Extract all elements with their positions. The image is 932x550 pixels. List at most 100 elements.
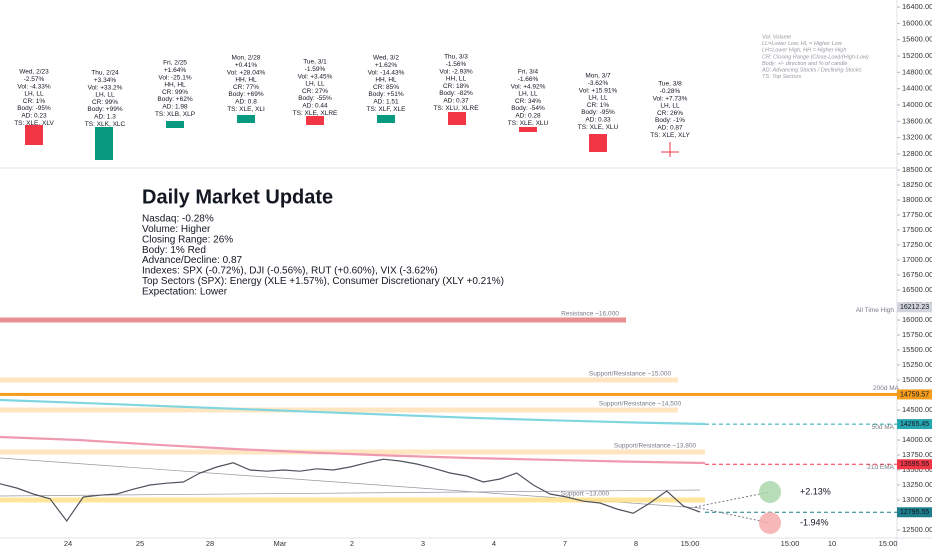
card-line: -2.57% <box>24 76 45 83</box>
candle <box>95 127 113 160</box>
card-line: -1.56% <box>446 61 467 68</box>
level-label: Support/Resistance ~14,500 <box>599 401 682 408</box>
card-line: Vol: +7.73% <box>653 95 688 102</box>
price-tag <box>897 419 932 430</box>
y-tick-label: 13000.00 <box>902 495 932 504</box>
card-line: Vol: -14.43% <box>368 69 405 76</box>
y-tick-label: 17750.00 <box>902 210 932 219</box>
price-tag <box>897 302 932 313</box>
level-label: Support ~13,000 <box>561 491 610 498</box>
summary-line: Body: 1% Red <box>142 245 206 256</box>
card-line: TS: XLE, XLY <box>650 132 690 139</box>
card-line: TS: XLE, XLRE <box>293 110 338 117</box>
price-tag <box>897 389 932 400</box>
summary-line: Top Sectors (SPX): Energy (XLE +1.57%), … <box>142 276 504 287</box>
y-tick-label: 15000.00 <box>902 375 932 384</box>
card-line: CR: 18% <box>443 83 469 90</box>
x-tick-label: 28 <box>206 539 214 548</box>
card-line: TS: XLB, XLP <box>155 111 195 118</box>
card-line: TS: XLF, XLE <box>366 106 406 113</box>
card-line: AD: 0.44 <box>302 103 328 110</box>
y-tick-label: 15750.00 <box>902 330 932 339</box>
card-line: AD: 0.8 <box>235 99 257 106</box>
price-tag <box>897 459 932 470</box>
card-line: CR: 1% <box>587 102 610 109</box>
tag-label: 21d EMA <box>867 464 894 471</box>
card-line: CR: 99% <box>162 89 188 96</box>
card-line: Body: -54% <box>511 105 545 112</box>
x-tick-label: 15:00 <box>681 539 700 548</box>
top-y-tick-label: 14000.00 <box>902 100 932 109</box>
level-line <box>0 497 705 503</box>
card-line: Wed, 2/23 <box>19 69 49 76</box>
card-line: LH, LL <box>24 91 44 98</box>
card-line: LH, LL <box>518 91 538 98</box>
y-tick-label: 16000.00 <box>902 315 932 324</box>
card-line: -1.66% <box>518 76 539 83</box>
card-line: Thu, 3/3 <box>444 54 468 61</box>
card-line: Tue, 3/8 <box>658 81 682 88</box>
y-tick-label: 17000.00 <box>902 255 932 264</box>
top-y-tick-label: 13200.00 <box>902 133 932 142</box>
top-y-tick-label: 14800.00 <box>902 67 932 76</box>
y-tick-label: 18000.00 <box>902 195 932 204</box>
card-line: Body: +62% <box>157 96 192 103</box>
x-tick-label: 3 <box>421 539 425 548</box>
card-line: AD: 1.3 <box>94 114 116 121</box>
y-tick-label: 17500.00 <box>902 225 932 234</box>
x-tick-label: 10 <box>828 539 836 548</box>
top-y-tick-label: 16000.00 <box>902 18 932 27</box>
x-tick-label: Mar <box>274 539 287 548</box>
card-line: AD: 1.98 <box>162 104 188 111</box>
card-line: TS: XLE, XLV <box>14 120 54 127</box>
card-line: AD: 1.51 <box>373 99 399 106</box>
card-line: Mon, 2/28 <box>232 55 261 62</box>
card-line: HH, HL <box>235 77 257 84</box>
trend-line <box>0 489 701 497</box>
card-line: LH, LL <box>305 81 325 88</box>
price-tag-value: 14759.57 <box>900 391 929 398</box>
legend-line: TS: Top Sectors <box>762 74 801 80</box>
top-y-tick-label: 15200.00 <box>902 51 932 60</box>
card-line: +1.64% <box>164 67 186 74</box>
card-line: Tue, 3/1 <box>303 59 327 66</box>
x-tick-label: 2 <box>350 539 354 548</box>
projection-label: +2.13% <box>800 486 831 496</box>
card-line: Body: -95% <box>17 105 51 112</box>
card-line: CR: 99% <box>92 99 118 106</box>
card-line: Body: +51% <box>368 91 403 98</box>
card-line: Fri, 3/4 <box>518 69 539 76</box>
card-line: LH, LL <box>95 92 115 99</box>
card-line: Vol: -25.1% <box>158 74 191 81</box>
card-line: CR: 1% <box>23 98 46 105</box>
y-tick-label: 13250.00 <box>902 480 932 489</box>
summary-line: Closing Range: 26% <box>142 234 233 245</box>
series-line <box>0 458 701 523</box>
x-tick-label: 15:00 <box>879 539 898 548</box>
series-line <box>0 398 706 426</box>
projection-line <box>694 491 771 508</box>
top-y-tick-label: 15600.00 <box>902 35 932 44</box>
summary-line: Expectation: Lower <box>142 286 228 297</box>
legend-line: Vol: Volume <box>762 34 791 40</box>
legend-line: CR: Closing Range (Close-Low)/(High-Low) <box>762 54 869 60</box>
summary-line: Nasdaq: -0.28% <box>142 214 214 225</box>
y-tick-label: 13500.00 <box>902 465 932 474</box>
y-tick-label: 14000.00 <box>902 435 932 444</box>
projection-line <box>694 506 771 524</box>
y-tick-label: 15250.00 <box>902 360 932 369</box>
card-line: CR: 34% <box>515 98 541 105</box>
series-line <box>0 435 706 465</box>
card-line: TS: XLE, XLU <box>508 120 549 127</box>
legend-line: Body: +/- direction and % of candle <box>762 61 847 67</box>
card-line: +1.62% <box>375 62 397 69</box>
level-label: Support/Resistance ~15,000 <box>589 371 672 378</box>
card-line: -0.28% <box>660 88 681 95</box>
card-line: Vol: +3.45% <box>298 73 333 80</box>
card-line: TS: XLE, XLI <box>227 106 265 113</box>
card-line: Fri, 2/25 <box>163 60 187 67</box>
card-line: TS: XLE, XLU <box>578 124 619 131</box>
tag-label: All Time High <box>856 307 895 314</box>
card-line: Mon, 3/7 <box>585 73 611 80</box>
